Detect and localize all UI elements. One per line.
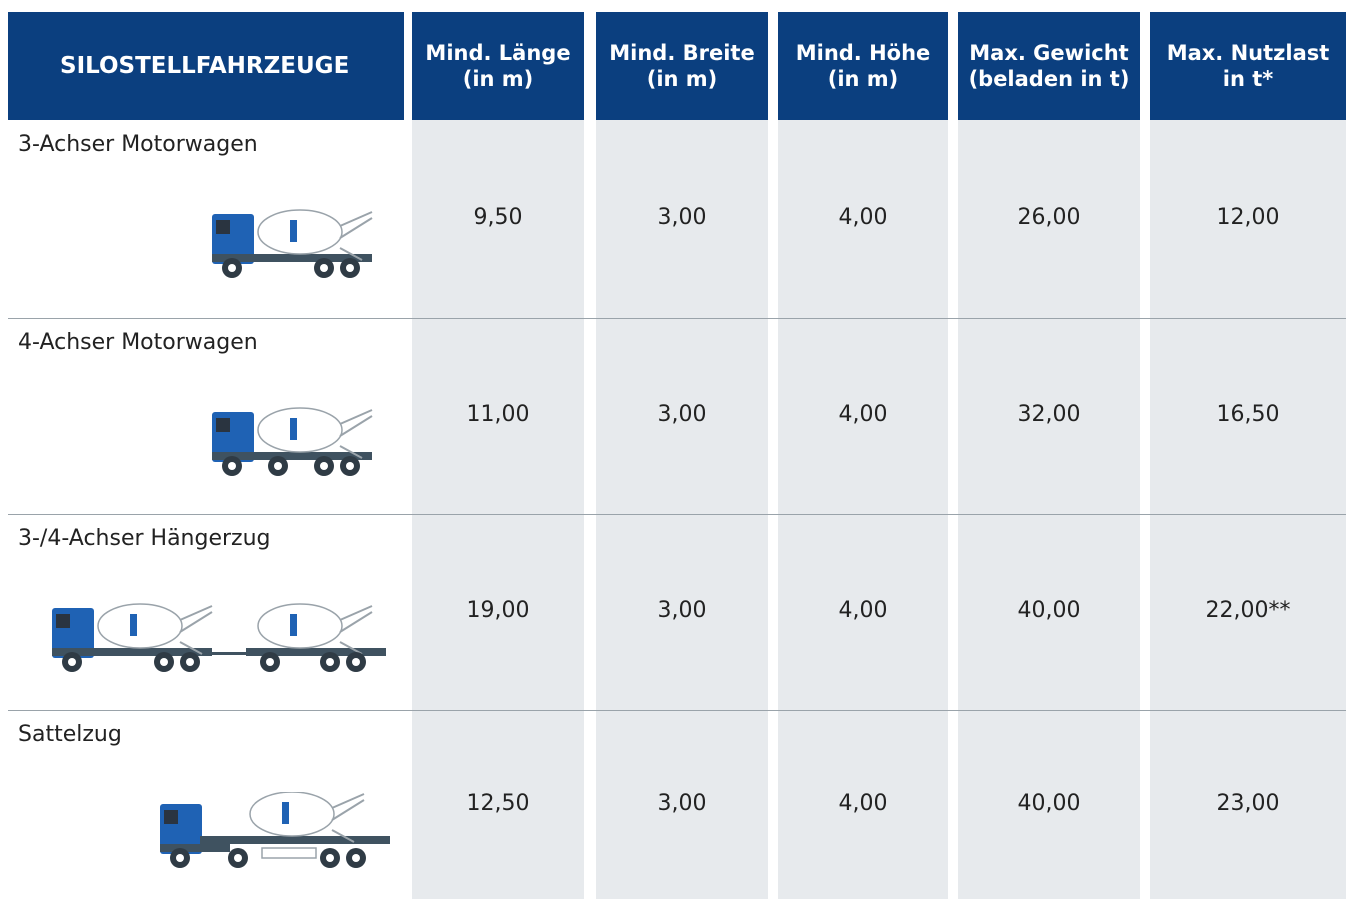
header-line: (in m) [463,66,534,92]
cell-value: 4,00 [773,205,953,230]
row-separator [8,318,1346,319]
cell-value: 16,50 [1158,402,1338,427]
column-header: Max. Gewicht(beladen in t) [958,12,1140,120]
header-line: Mind. Länge [425,40,570,66]
header-line: Max. Gewicht [969,40,1128,66]
column-background [778,120,948,899]
cell-value: 12,50 [408,791,588,816]
vehicle-name: 3-/4-Achser Hängerzug [18,526,271,551]
cell-value: 4,00 [773,791,953,816]
cell-value: 11,00 [408,402,588,427]
vehicle-name: Sattelzug [18,722,122,747]
header-line: (beladen in t) [969,66,1130,92]
vehicle-icon [0,596,404,676]
cell-value: 22,00** [1158,598,1338,623]
cell-value: 32,00 [959,402,1139,427]
cell-value: 4,00 [773,402,953,427]
cell-value: 12,00 [1158,205,1338,230]
page: SILOSTELLFAHRZEUGEMind. Länge(in m)Mind.… [0,0,1354,899]
row-separator [8,710,1346,711]
column-header: Mind. Breite(in m) [596,12,768,120]
cell-value: 19,00 [408,598,588,623]
column-background [1150,120,1346,899]
column-background [958,120,1140,899]
header-line: Mind. Breite [609,40,754,66]
cell-value: 3,00 [592,402,772,427]
cell-value: 3,00 [592,791,772,816]
vehicle-icon [0,400,404,480]
cell-value: 26,00 [959,205,1139,230]
cell-value: 40,00 [959,598,1139,623]
column-header: Mind. Höhe(in m) [778,12,948,120]
vehicle-name: 4-Achser Motorwagen [18,330,258,355]
cell-value: 3,00 [592,205,772,230]
header-line: in t* [1223,66,1273,92]
vehicle-icon [0,202,404,282]
header-line: Mind. Höhe [796,40,931,66]
column-background [412,120,584,899]
header-line: Max. Nutzlast [1167,40,1330,66]
vehicle-icon [0,792,404,872]
header-line: (in m) [647,66,718,92]
column-header: Mind. Länge(in m) [412,12,584,120]
cell-value: 9,50 [408,205,588,230]
vehicle-name: 3-Achser Motorwagen [18,132,258,157]
row-separator [8,514,1346,515]
cell-value: 3,00 [592,598,772,623]
cell-value: 4,00 [773,598,953,623]
cell-value: 40,00 [959,791,1139,816]
header-line: (in m) [828,66,899,92]
cell-value: 23,00 [1158,791,1338,816]
header-title: SILOSTELLFAHRZEUGE [8,12,404,120]
column-background [596,120,768,899]
